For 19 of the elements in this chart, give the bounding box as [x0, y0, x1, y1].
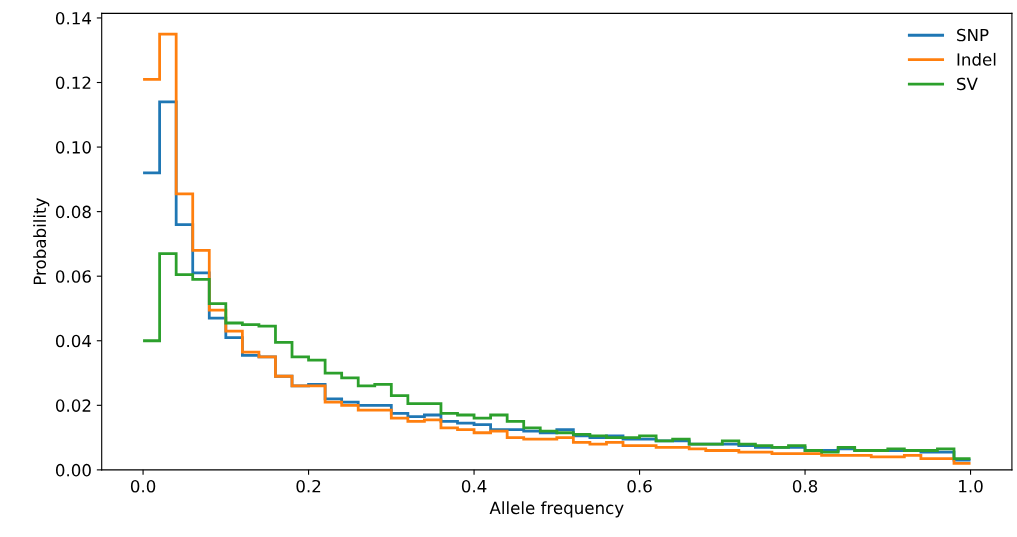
y-axis-title: Probability — [33, 198, 50, 285]
legend-label: SNP — [957, 28, 989, 42]
y-tick-label: 0.10 — [55, 141, 91, 154]
y-tick-label: 0.14 — [55, 11, 92, 25]
y-tick-label: 0.00 — [55, 463, 91, 477]
legend-label: Indel — [957, 52, 996, 66]
x-tick-label: 0.0 — [130, 479, 156, 493]
y-tick-label: 0.02 — [55, 399, 91, 412]
y-tick-label: 0.08 — [55, 205, 91, 219]
x-tick-label: 1.0 — [959, 479, 983, 493]
y-tick-label: 0.06 — [55, 270, 91, 283]
x-tick-label: 0.2 — [296, 479, 321, 493]
x-tick-label: 0.6 — [627, 479, 652, 493]
x-tick-label: 0.4 — [461, 479, 487, 493]
x-tick-label: 0.8 — [792, 479, 818, 493]
x-axis-title: Allele frequency — [489, 501, 624, 518]
y-tick-label: 0.12 — [55, 76, 91, 90]
y-tick-label: 0.04 — [55, 334, 92, 348]
legend-label: SV — [957, 77, 978, 91]
